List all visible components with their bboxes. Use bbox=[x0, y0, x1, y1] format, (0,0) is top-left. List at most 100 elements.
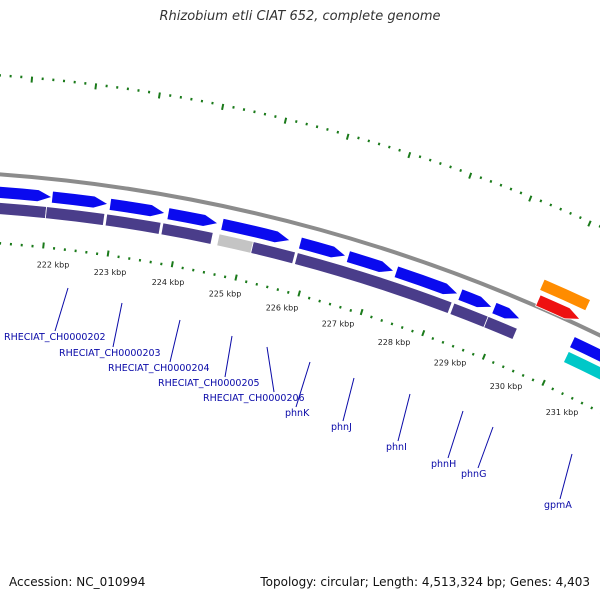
gene-track bbox=[0, 186, 600, 381]
inner-tick bbox=[297, 290, 301, 297]
inner-tick bbox=[234, 274, 238, 281]
inner-tick bbox=[223, 275, 227, 279]
gene-arrow-forward bbox=[108, 197, 167, 218]
inner-tick bbox=[491, 360, 495, 365]
inner-tick bbox=[541, 379, 546, 386]
gene-arrow-forward bbox=[491, 301, 521, 320]
gene-arrow-orange bbox=[539, 278, 592, 312]
gene-label: RHECIAT_CH0000202 bbox=[4, 332, 106, 343]
inner-tick bbox=[213, 273, 216, 276]
accession-label: Accession: NC_010994 bbox=[9, 575, 146, 589]
gene-leader-line bbox=[112, 302, 123, 348]
outer-tick bbox=[294, 120, 298, 123]
inner-tick bbox=[255, 282, 259, 286]
outer-tick bbox=[232, 105, 235, 109]
outer-tick bbox=[221, 103, 225, 111]
inner-tick bbox=[42, 242, 45, 249]
gene-arrow-reverse bbox=[293, 252, 453, 314]
gene-leader-line bbox=[447, 410, 464, 459]
gene-arrow-forward bbox=[166, 207, 219, 227]
scale-tick-label: 222 kbp bbox=[37, 261, 70, 270]
outer-tick bbox=[94, 83, 98, 90]
outer-tick bbox=[305, 122, 308, 126]
outer-tick bbox=[336, 130, 340, 134]
inner-tick bbox=[266, 285, 269, 289]
outer-tick bbox=[499, 183, 503, 187]
gene-leader-line bbox=[477, 426, 494, 469]
inner-tick bbox=[411, 329, 414, 333]
gene-arrow-forward bbox=[50, 190, 110, 209]
inner-tick bbox=[307, 296, 311, 300]
inner-tick bbox=[349, 308, 353, 312]
scale-tick-label: 228 kbp bbox=[378, 338, 411, 347]
inner-tick bbox=[461, 348, 465, 352]
gene-label: RHECIAT_CH0000204 bbox=[108, 363, 210, 374]
inner-tick bbox=[202, 270, 206, 274]
gene-arrow-forward bbox=[393, 265, 459, 295]
gene-label: phnI bbox=[386, 442, 407, 453]
scale-tick-label: 223 kbp bbox=[94, 268, 127, 277]
inner-tick bbox=[359, 308, 364, 316]
gene-leader-line bbox=[266, 346, 275, 393]
gene-arrow-pseudo bbox=[216, 233, 254, 254]
inner-tick bbox=[531, 378, 535, 382]
gene-label: gpmA bbox=[544, 500, 572, 511]
outer-tick bbox=[274, 115, 277, 118]
gene-label-group: RHECIAT_CH0000202 RHECIAT_CH0000203 RHECIA… bbox=[4, 287, 573, 511]
gene-leader-line bbox=[559, 453, 573, 500]
gene-label: phnG bbox=[461, 469, 486, 480]
inner-tick bbox=[370, 315, 373, 319]
gene-leader-line bbox=[295, 361, 311, 408]
outer-tick bbox=[479, 176, 483, 180]
inner-tick bbox=[328, 302, 332, 306]
outer-tick bbox=[377, 142, 381, 146]
scale-tick-label: 229 kbp bbox=[434, 359, 467, 368]
inner-tick bbox=[451, 344, 455, 348]
gene-arrow-reverse bbox=[250, 241, 297, 265]
scale-tick-label: 225 kbp bbox=[209, 290, 242, 299]
outer-tick bbox=[242, 108, 246, 111]
gene-label: phnH bbox=[431, 459, 456, 470]
gene-leader-line bbox=[397, 393, 411, 442]
gene-label: RHECIAT_CH0000205 bbox=[158, 378, 260, 389]
outer-tick bbox=[345, 133, 350, 140]
inner-tick bbox=[339, 305, 342, 309]
scale-tick-label: 224 kbp bbox=[152, 278, 185, 287]
outer-tick bbox=[326, 127, 329, 131]
outer-tick bbox=[418, 155, 422, 159]
scale-tick-label: 227 kbp bbox=[322, 320, 355, 329]
outer-tick bbox=[283, 117, 288, 124]
outer-tick bbox=[559, 207, 563, 211]
outer-tick bbox=[578, 216, 582, 220]
gene-arrow-forward bbox=[220, 217, 291, 244]
outer-tick bbox=[388, 145, 391, 149]
outer-tick bbox=[157, 92, 161, 99]
gene-arrow-forward bbox=[568, 336, 600, 363]
inner-tick bbox=[106, 250, 110, 257]
inner-tick bbox=[501, 365, 505, 369]
inner-tick bbox=[390, 322, 394, 326]
inner-tick bbox=[511, 369, 515, 373]
outer-tick bbox=[539, 199, 543, 203]
outer-tick bbox=[357, 136, 360, 140]
inner-tick bbox=[570, 396, 574, 400]
outer-tick bbox=[489, 179, 493, 183]
inner-tick bbox=[471, 352, 475, 356]
gene-arrow-reverse bbox=[104, 213, 162, 235]
gene-label: RHECIAT_CH0000203 bbox=[59, 348, 161, 359]
gene-arrow-reverse bbox=[0, 202, 48, 219]
gene-leader-line bbox=[342, 377, 355, 422]
outer-tick bbox=[587, 220, 592, 227]
genome-title: Rhizobium etli CIAT 652, complete genome bbox=[159, 9, 441, 24]
inner-tick bbox=[286, 290, 290, 294]
tick-label-group: 222 kbp 223 kbp 224 kbp 225 kbp 226 kbp 227 k… bbox=[37, 261, 579, 417]
gene-arrow-forward bbox=[457, 288, 493, 308]
gene-arrow-red bbox=[535, 294, 581, 320]
topology-label: Topology: circular; Length: 4,513,324 bp… bbox=[260, 575, 590, 589]
inner-tick bbox=[521, 373, 525, 377]
inner-tick bbox=[244, 280, 248, 284]
outer-tick bbox=[30, 76, 34, 83]
gene-arrow-forward bbox=[345, 250, 395, 273]
gene-leader-line bbox=[224, 335, 233, 378]
outer-tick bbox=[519, 191, 523, 195]
